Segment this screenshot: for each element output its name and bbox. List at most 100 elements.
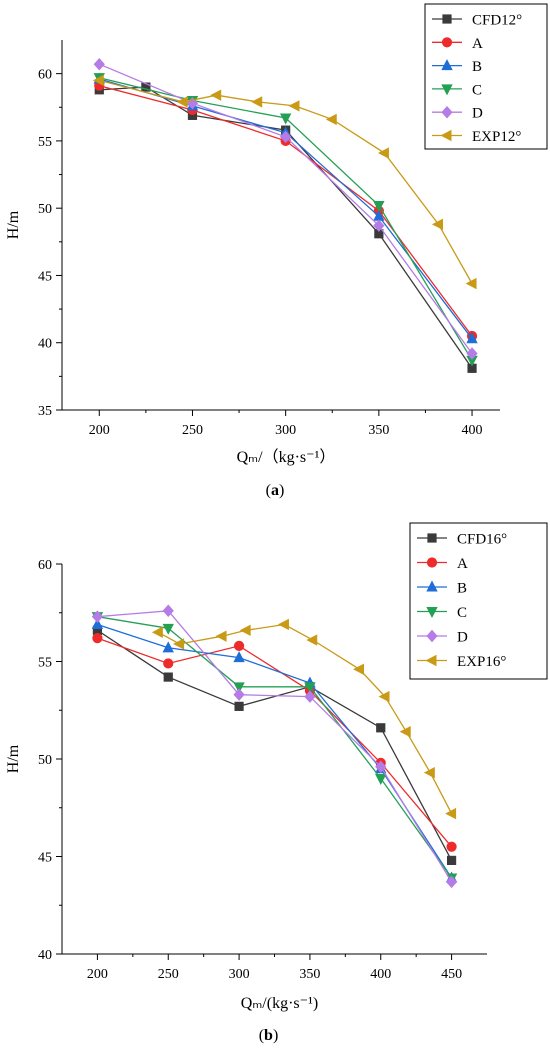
data-point <box>176 96 188 108</box>
legend-marker <box>442 14 452 24</box>
data-point <box>446 841 457 852</box>
series-A <box>92 632 457 852</box>
data-point <box>376 723 386 733</box>
data-point <box>162 641 174 653</box>
legend-marker <box>426 629 438 643</box>
legend-marker <box>441 84 453 96</box>
legend-label: C <box>457 605 467 621</box>
legend-item: B <box>417 581 467 597</box>
data-point <box>446 855 457 865</box>
data-point <box>163 658 174 669</box>
data-point <box>233 640 245 652</box>
legend-item: EXP12° <box>432 129 521 145</box>
legend-marker <box>440 129 452 142</box>
data-point <box>445 807 457 820</box>
data-point <box>233 682 245 694</box>
series-EXP16° <box>151 618 457 820</box>
x-axis-label: Qₘ/（kg·s⁻¹） <box>237 448 336 466</box>
legend-item: C <box>432 82 482 98</box>
legend-label: A <box>457 556 468 572</box>
data-point <box>163 672 173 682</box>
x-tick-label: 250 <box>182 423 203 438</box>
legend-item: C <box>417 605 467 621</box>
series-CFD16° <box>92 625 457 865</box>
data-point <box>304 690 316 703</box>
y-tick-label: 60 <box>38 558 52 573</box>
data-point <box>432 218 443 231</box>
legend-frame <box>409 522 548 680</box>
data-point <box>465 277 477 290</box>
x-tick-label: 200 <box>89 423 110 438</box>
series-line <box>97 629 453 861</box>
data-point <box>91 617 104 629</box>
data-point <box>233 688 245 701</box>
data-point <box>373 219 385 232</box>
data-point <box>279 113 292 125</box>
legend-item: B <box>432 59 482 75</box>
data-point <box>92 74 104 87</box>
y-tick-label: 40 <box>38 337 52 352</box>
data-point <box>288 100 300 112</box>
x-tick-label: 400 <box>462 423 483 438</box>
series-line <box>99 79 473 284</box>
series-line <box>97 637 453 848</box>
data-point <box>466 347 478 360</box>
x-tick-label: 350 <box>368 423 389 438</box>
y-axis-label: H/m <box>5 744 22 773</box>
x-tick-label: 450 <box>441 967 462 982</box>
legend-item: A <box>432 36 483 52</box>
data-point <box>234 701 244 711</box>
data-point <box>280 130 292 144</box>
data-point <box>306 634 318 646</box>
data-point <box>375 773 387 785</box>
legend-frame <box>424 3 548 150</box>
y-tick-label: 40 <box>38 948 52 963</box>
legend-label: C <box>472 82 482 98</box>
series-CFD12° <box>94 82 477 373</box>
data-point <box>445 875 458 889</box>
x-tick-label: 300 <box>275 423 296 438</box>
x-tick-label: 250 <box>158 967 179 982</box>
data-point <box>277 618 289 631</box>
series-line <box>99 63 473 354</box>
x-tick-label: 300 <box>229 967 250 982</box>
x-tick-label: 400 <box>370 967 391 982</box>
series-EXP12° <box>92 74 477 290</box>
data-point <box>210 89 222 101</box>
data-point <box>251 96 263 108</box>
legend-marker <box>426 557 438 568</box>
y-tick-label: 45 <box>38 269 52 284</box>
legend-item: EXP16° <box>417 654 506 670</box>
data-point <box>91 610 104 623</box>
data-point <box>162 623 174 635</box>
y-tick-label: 50 <box>38 202 52 217</box>
data-point <box>92 632 103 644</box>
legend-marker <box>426 580 438 592</box>
data-point <box>375 760 387 774</box>
legend-marker <box>425 654 437 667</box>
data-point <box>215 630 227 642</box>
x-axis-label: Qₘ/(kg·s⁻¹) <box>241 995 318 1012</box>
legend-label: B <box>472 59 482 75</box>
series-line <box>97 616 453 879</box>
legend-item: D <box>417 630 468 646</box>
legend-item: CFD12° <box>432 13 522 29</box>
panel-label: (a) <box>266 482 285 499</box>
series-D <box>93 57 478 360</box>
data-point <box>325 113 337 126</box>
data-point <box>141 82 151 92</box>
legend-item: CFD16° <box>417 532 507 548</box>
y-tick-label: 35 <box>38 404 52 419</box>
chart-panel-a: 200 250 300 350 400 35 40 45 50 55 60 Qₘ/（kg·s⁻¹） H/… <box>5 3 548 499</box>
data-point <box>423 766 435 779</box>
legend-marker <box>426 606 438 618</box>
legend-marker <box>441 37 453 48</box>
series-C <box>93 73 478 367</box>
data-point <box>466 332 478 344</box>
data-point <box>93 57 105 71</box>
y-tick-label: 55 <box>38 135 52 150</box>
data-point <box>173 638 185 650</box>
